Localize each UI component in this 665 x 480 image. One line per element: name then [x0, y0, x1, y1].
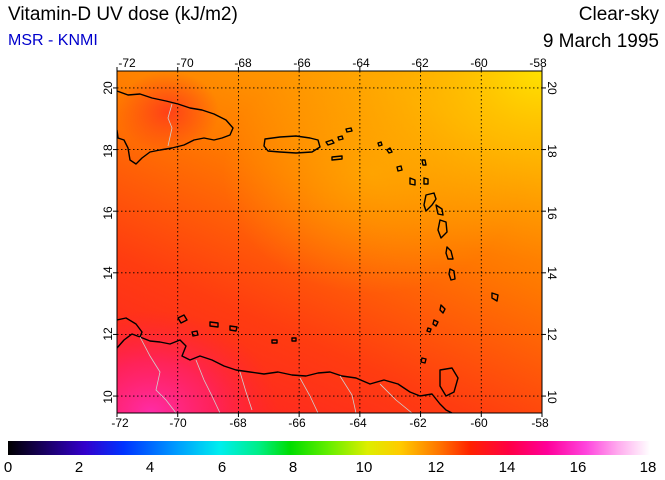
color-scale-label: 16	[569, 459, 587, 476]
bottom-lon-label: -64	[349, 416, 367, 430]
color-scale-label: 18	[639, 459, 657, 476]
color-scale-label: 12	[427, 459, 445, 476]
border-venezuela-guyana	[195, 359, 221, 413]
coastline-guajira	[117, 317, 143, 338]
lat-lon-gridlines	[117, 71, 542, 413]
color-scale-label: 8	[288, 459, 298, 476]
coastline-puerto-rico	[263, 135, 321, 154]
coastline-south-america	[117, 333, 453, 413]
top-lon-label: -68	[234, 56, 252, 70]
left-lat-labels: 20 18 16 14 12 10	[101, 81, 115, 404]
coastline-virgin-islands	[325, 127, 353, 161]
top-lon-label: -60	[470, 56, 488, 70]
top-lon-label: -66	[293, 56, 311, 70]
color-scale-label: 4	[145, 459, 155, 476]
bottom-lon-label: -66	[288, 416, 306, 430]
bottom-lon-label: -70	[169, 416, 187, 430]
dose-field-hispaniola-zone	[117, 71, 542, 413]
top-lon-label: -64	[352, 56, 370, 70]
coastlines	[117, 90, 499, 413]
bottom-lon-label: -72	[111, 416, 129, 430]
left-lat-label: 10	[101, 390, 115, 404]
sky-condition-label: Clear-sky	[578, 4, 659, 25]
left-lat-label: 18	[101, 144, 115, 158]
right-lat-label: 12	[545, 327, 559, 341]
color-scale-label: 14	[498, 459, 516, 476]
credit-label: MSR - KNMI	[8, 32, 98, 49]
top-lon-label: -58	[529, 56, 547, 70]
top-lon-label: -72	[118, 56, 136, 70]
right-lat-label: 16	[545, 206, 559, 220]
axis-ticks	[113, 67, 546, 417]
coastline-aruba-curacao	[177, 314, 199, 337]
border-colombia-venezuela	[139, 336, 177, 413]
bottom-lon-labels: -72 -70 -68 -66 -64 -62 -60 -58	[111, 416, 549, 430]
map-title: Vitamin-D UV dose (kJ/m2)	[8, 4, 238, 25]
coastline-hispaniola	[117, 90, 234, 165]
coastline-trinidad	[439, 367, 459, 397]
left-lat-label: 20	[101, 81, 115, 95]
right-lat-label: 20	[545, 81, 559, 95]
top-lon-labels: -72 -70 -68 -66 -64 -62 -60 -58	[118, 56, 547, 70]
color-scale-label: 0	[3, 459, 13, 476]
color-scale-label: 2	[74, 459, 84, 476]
right-lat-labels: 20 18 16 14 12 10	[545, 81, 559, 404]
right-lat-label: 18	[545, 144, 559, 158]
bottom-lon-label: -58	[531, 416, 549, 430]
top-lon-label: -70	[176, 56, 194, 70]
bottom-lon-label: -60	[470, 416, 488, 430]
right-lat-label: 10	[545, 390, 559, 404]
borders	[139, 103, 413, 413]
color-scale-label: 6	[217, 459, 227, 476]
color-scale-label: 10	[355, 459, 373, 476]
map-frame	[116, 70, 543, 414]
coastline-lesser-antilles	[209, 141, 499, 364]
border-haiti-dr	[167, 103, 173, 147]
left-lat-label: 16	[101, 206, 115, 220]
left-lat-label: 14	[101, 266, 115, 280]
border-regions	[239, 371, 413, 413]
uv-dose-map: -72 -70 -68 -66 -64 -62 -60 -58 -72 -70 …	[101, 56, 559, 430]
color-scale-bar	[8, 441, 650, 455]
top-lon-label: -62	[411, 56, 429, 70]
date-label: 9 March 1995	[542, 31, 659, 52]
right-lat-label: 14	[545, 266, 559, 280]
left-lat-label: 12	[101, 327, 115, 341]
bottom-lon-label: -68	[229, 416, 247, 430]
bottom-lon-label: -62	[409, 416, 427, 430]
